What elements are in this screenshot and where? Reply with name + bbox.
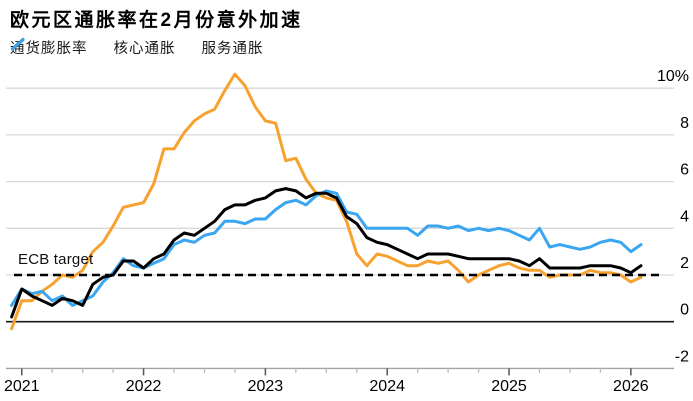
y-tick-label: -2 — [675, 348, 689, 365]
y-tick-label: 6 — [680, 162, 689, 179]
legend-label: 核心通胀 — [113, 41, 176, 57]
x-tick-label: 2023 — [248, 378, 284, 395]
legend-label: 服务通胀 — [201, 41, 264, 57]
x-tick-label: 2025 — [491, 378, 527, 395]
series-line-headline — [10, 72, 643, 331]
x-tick-label: 2026 — [613, 378, 649, 395]
y-tick-label: 0 — [680, 302, 689, 319]
ecb-target-label: ECB target — [18, 251, 94, 268]
y-tick-label: 2 — [680, 255, 689, 272]
line-swatch-icon — [11, 38, 25, 51]
legend-item-2: 服务通胀 — [11, 37, 264, 58]
y-tick-label: 10% — [657, 68, 689, 85]
x-tick-label: 2021 — [4, 378, 40, 395]
x-tick-label: 2022 — [126, 378, 162, 395]
series-line-core — [10, 187, 643, 319]
chart-title: 欧元区通胀率在2月份意外加速 — [10, 10, 303, 31]
series-line-services — [10, 189, 643, 307]
legend-label: 通货膨胀率 — [10, 41, 88, 57]
chart-legend: 通货膨胀率 核心通胀 服务通胀 — [10, 37, 264, 58]
y-tick-label: 8 — [680, 115, 689, 132]
y-tick-label: 4 — [680, 208, 689, 225]
x-tick-label: 2024 — [369, 378, 405, 395]
